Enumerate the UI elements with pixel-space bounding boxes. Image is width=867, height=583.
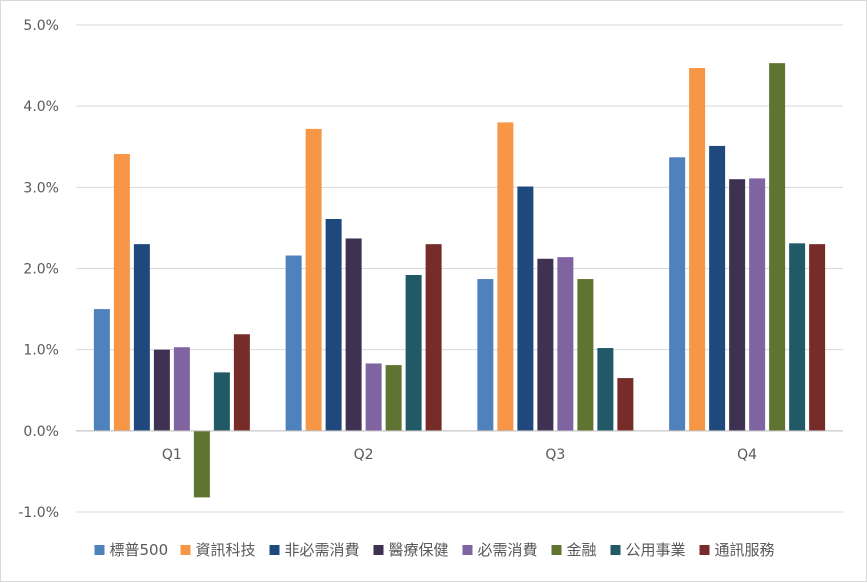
legend-label: 醫療保健 [389,541,449,559]
y-tick-label: 0.0% [23,424,59,440]
bar [729,179,746,431]
bar [617,378,634,431]
bar [213,372,230,431]
legend-label: 必需消費 [478,541,538,559]
y-tick-label: 5.0% [23,18,59,34]
bar [93,309,110,431]
legend-swatch [551,545,562,555]
bar [153,349,170,431]
x-tick-label: Q4 [737,447,757,463]
legend-swatch [610,545,621,555]
y-tick-label: 2.0% [23,262,59,278]
legend-label: 通訊服務 [715,541,775,559]
legend-label: 公用事業 [626,541,686,559]
x-tick-label: Q3 [545,447,565,463]
legend-swatch [269,545,280,555]
bar [325,218,342,431]
bar [749,178,766,431]
bar [285,255,302,431]
x-tick-label: Q1 [162,447,182,463]
bar [557,257,574,431]
bar [173,347,190,431]
y-tick-label: 3.0% [23,180,59,196]
legend-swatch [699,545,710,555]
bar [305,128,322,431]
bar [113,154,130,431]
bar [597,348,614,431]
bar [477,279,494,431]
bar [345,238,362,431]
x-tick-label: Q2 [354,447,374,463]
bar [577,279,594,431]
y-tick-label: 4.0% [23,99,59,115]
legend-label: 資訊科技 [196,541,256,559]
bar [365,363,382,431]
bar [709,145,726,431]
bar [133,244,150,431]
bar [497,122,514,431]
bar [425,244,442,431]
bar [769,63,786,431]
bar [385,365,402,431]
legend-swatch [180,545,191,555]
bar [405,274,422,431]
legend-swatch [94,545,105,555]
legend-swatch [373,545,384,555]
y-tick-label: -1.0% [18,505,59,521]
bar [193,430,210,498]
bar [789,243,806,431]
legend-swatch [462,545,473,555]
bar [809,244,826,431]
bar [537,258,554,431]
y-tick-label: 1.0% [23,343,59,359]
bar [669,157,686,431]
legend-label: 標普500 [110,541,169,559]
bar [517,186,534,431]
bar [689,68,706,431]
legend-label: 非必需消費 [285,541,360,559]
legend-label: 金融 [567,541,597,559]
bar [233,334,250,431]
